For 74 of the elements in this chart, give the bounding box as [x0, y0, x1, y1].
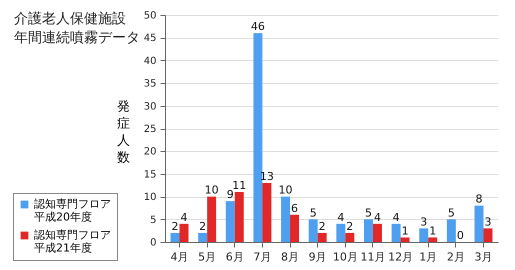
- data-label: 11: [232, 179, 246, 192]
- legend-label: 認知専門フロア平成20年度: [34, 198, 111, 224]
- data-label: 46: [250, 20, 265, 34]
- text: 年間連続噴霧データ: [14, 29, 140, 48]
- data-label: 2: [346, 220, 354, 233]
- bar: [234, 192, 244, 242]
- data-label: 1: [429, 224, 436, 238]
- y-tick-label: 20: [144, 146, 156, 158]
- x-tick-label: 10月: [332, 250, 358, 264]
- bar: [170, 232, 180, 242]
- x-tick-label: 9月: [308, 250, 327, 264]
- x-tick-label: 5月: [198, 250, 216, 264]
- data-label: 5: [310, 206, 317, 220]
- x-tick-label: 12月: [388, 250, 414, 264]
- data-label: 9: [226, 188, 234, 202]
- data-label: 0: [456, 229, 464, 242]
- x-tick-label: 3月: [474, 250, 492, 264]
- data-label: 4: [392, 210, 400, 224]
- bar: [345, 232, 354, 242]
- y-tick-label: 15: [144, 169, 156, 180]
- data-label: 5: [448, 206, 455, 220]
- bar: [226, 201, 235, 242]
- bar: [400, 237, 410, 242]
- data-label: 1: [402, 224, 409, 238]
- bar: [180, 224, 188, 242]
- x-tick-label: 8月: [281, 250, 300, 264]
- data-label: 2: [172, 220, 179, 233]
- data-label: 8: [476, 192, 482, 206]
- y-tick-label: 25: [144, 124, 156, 135]
- bar: [198, 232, 208, 242]
- bar: [318, 232, 327, 242]
- data-label: 10: [204, 184, 219, 197]
- x-tick-label: 7月: [253, 250, 272, 264]
- bar: [428, 237, 438, 242]
- chart-title: 介護老人保健施設: [14, 10, 127, 29]
- bar: [290, 214, 300, 242]
- bar: [372, 224, 382, 242]
- data-label: 2: [318, 220, 326, 233]
- y-tick-label: 0: [150, 238, 156, 248]
- bar: [207, 196, 216, 242]
- data-label: 5: [364, 206, 372, 220]
- x-tick-label: 4月: [170, 250, 189, 264]
- x-tick-label: 1月: [419, 250, 438, 264]
- y-tick-label: 10: [144, 192, 156, 204]
- data-label: 6: [291, 202, 298, 215]
- y-tick-label: 50: [144, 10, 156, 22]
- y-tick-label: 5: [150, 214, 156, 226]
- y-tick-label: 40: [144, 56, 156, 67]
- bar: [253, 33, 262, 242]
- x-tick-label: 6月: [226, 250, 244, 264]
- bar: [474, 206, 484, 242]
- data-label: 2: [199, 220, 206, 233]
- bar: [392, 224, 401, 242]
- data-label: 3: [484, 215, 492, 228]
- data-label: 10: [278, 184, 293, 197]
- bar: [483, 228, 492, 242]
- bar: [308, 219, 318, 242]
- bar: [364, 219, 373, 242]
- data-label: 3: [420, 215, 428, 228]
- legend-label: 認知専門フロア平成21年度: [34, 228, 111, 254]
- y-tick-label: 45: [144, 33, 156, 44]
- data-label: 4: [337, 210, 344, 224]
- bar: [281, 196, 290, 242]
- data-label: 4: [180, 210, 188, 224]
- y-tick-label: 30: [144, 101, 156, 112]
- data-label: 4: [374, 210, 381, 224]
- y-axis-title: 発症人数: [117, 100, 130, 166]
- x-tick-label: 2月: [446, 250, 465, 264]
- bar: [262, 182, 272, 242]
- bar: [336, 224, 346, 242]
- x-tick-label: 11月: [360, 250, 386, 264]
- y-tick-label: 35: [144, 78, 156, 90]
- bar: [446, 219, 456, 242]
- bar: [419, 228, 428, 242]
